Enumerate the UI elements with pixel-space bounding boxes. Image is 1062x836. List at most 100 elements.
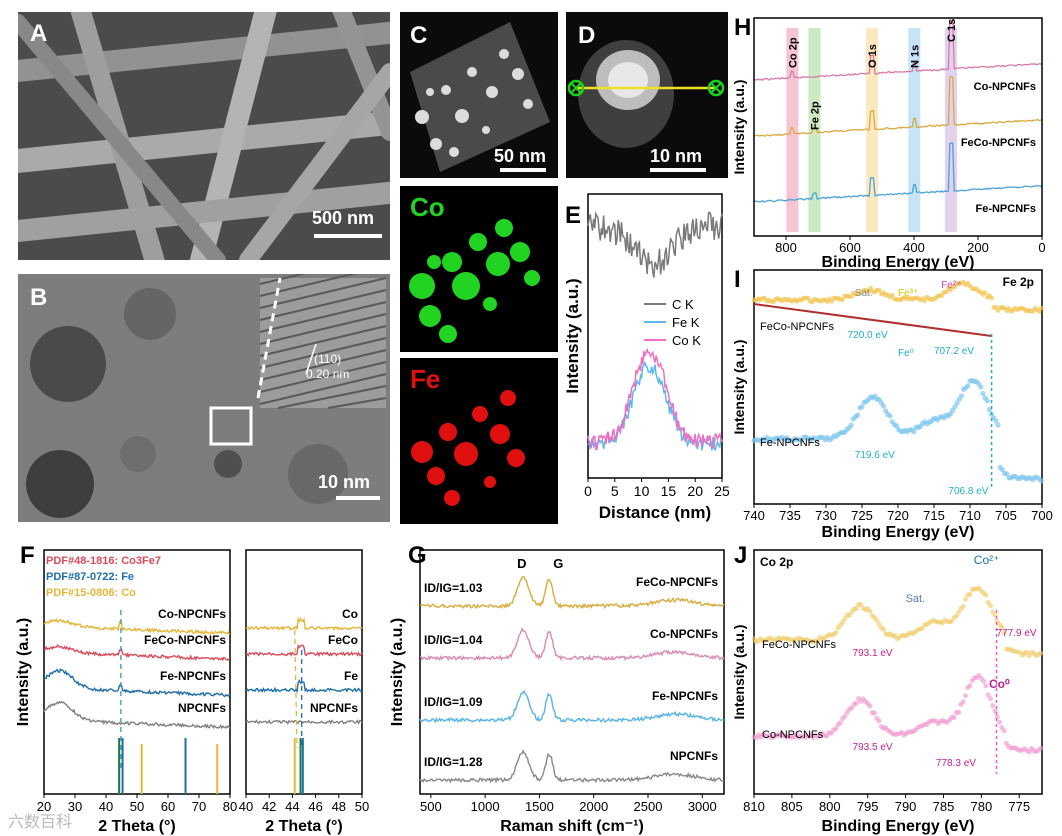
series-label: Fe-NPCNFs <box>760 437 820 449</box>
chart-h-xlabel: Binding Energy (eV) <box>822 254 975 271</box>
series-line-zoom <box>246 644 363 658</box>
chart-e-xtick-label: 5 <box>611 483 619 499</box>
chart-g-xtick-label: 1500 <box>525 799 554 814</box>
data-point <box>859 404 865 410</box>
chart-h-xtick-label: 800 <box>775 240 797 255</box>
panel-letter-e: E <box>565 202 582 229</box>
data-point <box>1001 630 1007 636</box>
chart-f-xlabel: 2 Theta (°) <box>98 818 176 835</box>
data-point <box>840 619 846 625</box>
lattice-plane-label: (110) <box>314 352 342 366</box>
band-label: N 1s <box>909 45 921 68</box>
annotation: 719.6 eV <box>855 450 895 461</box>
series-label: NPCNFs <box>178 701 226 715</box>
annotation: 707.2 eV <box>934 346 974 357</box>
data-point <box>889 292 895 298</box>
data-point <box>994 714 1000 720</box>
series-label: FeCo-NPCNFs <box>961 137 1036 149</box>
data-point <box>952 404 958 410</box>
chart-j: Co 2p FeCo-NPCNFs Co-NPCNFs Sat. Co²⁺ Co⁰ 777.… <box>730 540 1056 836</box>
data-point <box>956 609 962 615</box>
chart-g-frame <box>419 549 725 795</box>
chart-j-xtick-label: 775 <box>1008 799 1030 814</box>
xps-band <box>944 28 957 232</box>
data-point <box>867 703 873 709</box>
series-label: FeCo-NPCNFs <box>636 575 718 589</box>
legend-label: Co K <box>672 333 701 348</box>
data-point <box>956 709 962 715</box>
series-label: Fe-NPCNFs <box>975 203 1036 215</box>
chart-f-zoom-xtick-label: 40 <box>239 799 253 814</box>
series-label-zoom: NPCNFs <box>310 701 358 715</box>
hrtem-image-b: B (110) 0.20 nm 10 nm <box>18 274 390 522</box>
series-line <box>43 668 231 698</box>
legend-label: PDF#87-0722: Fe <box>46 571 134 583</box>
data-point <box>951 714 957 720</box>
data-point <box>980 390 986 397</box>
data-point <box>853 700 859 706</box>
watermark-text: 六数百科 <box>8 814 73 831</box>
chart-i-ylabel: Intensity (a.u.) <box>731 340 747 435</box>
data-point <box>993 418 999 424</box>
chart-i-xtick-label: 720 <box>887 508 909 523</box>
data-point <box>953 613 959 619</box>
chart-e-xtick-label: 0 <box>584 483 592 499</box>
series-line <box>43 617 231 635</box>
chart-g-xlabel: Raman shift (cm⁻¹) <box>500 818 644 835</box>
panel-letter-g: G <box>408 542 427 569</box>
data-point <box>965 383 971 389</box>
chart-h-xtick-label: 600 <box>839 240 861 255</box>
chart-g: FeCo-NPCNFs ID/IG=1.03 Co-NPCNFs ID/IG=1.04… <box>380 540 732 836</box>
panel-letter-i: I <box>734 266 741 293</box>
legend-label: PDF#15-0806: Co <box>46 587 136 599</box>
chart-e-ylabel: Intensity (a.u.) <box>563 278 582 393</box>
chart-e-xtick-label: 20 <box>687 483 703 499</box>
chart-f-zoom-xtick-label: 42 <box>262 799 276 814</box>
legend-label: PDF#48-1816: Co3Fe7 <box>46 555 161 567</box>
data-point <box>867 608 873 614</box>
chart-h: Co-NPCNFs FeCo-NPCNFs Fe-NPCNFs Co 2p Fe 2p O… <box>730 12 1056 271</box>
chart-f-xtick-label: 60 <box>161 799 175 814</box>
data-point <box>881 403 887 409</box>
chart-i-title: Fe 2p <box>1003 275 1034 289</box>
chart-e-xtick-label: 25 <box>714 483 730 499</box>
chart-i-svg: Fe 2p FeCo-NPCNFs Fe-NPCNFs Sat. Fe³⁺ Fe²⁺ Fe⁰… <box>731 269 1053 541</box>
series-co-k-line <box>587 347 723 451</box>
chart-f-xtick-label: 20 <box>37 799 51 814</box>
data-point <box>958 393 964 399</box>
data-point <box>983 683 989 689</box>
chart-j-xtick-label: 800 <box>819 799 841 814</box>
data-point <box>987 696 993 702</box>
xps-band <box>908 28 921 232</box>
data-point <box>999 625 1005 631</box>
background-line <box>753 303 992 337</box>
series-label: Co-NPCNFs <box>762 729 824 741</box>
series-line-zoom <box>245 719 363 726</box>
data-point <box>1036 309 1042 314</box>
data-point <box>1026 653 1032 659</box>
scale-bar-d <box>650 168 706 172</box>
data-point <box>1038 478 1044 484</box>
data-point <box>990 703 996 709</box>
data-point <box>1004 471 1010 477</box>
co-map-label: Co <box>410 192 445 222</box>
data-point <box>842 616 848 622</box>
chart-e-frame <box>587 193 723 479</box>
annotation: Co⁰ <box>989 677 1010 691</box>
chart-j-frame <box>753 549 1043 795</box>
data-point <box>997 719 1003 725</box>
scale-label-a: 500 nm <box>312 208 375 228</box>
chart-i-xtick-label: 705 <box>995 508 1017 523</box>
co-map-image: Co <box>400 186 558 352</box>
ratio-label: ID/IG=1.04 <box>424 633 483 647</box>
data-point <box>984 398 990 404</box>
band-label: Co 2p <box>787 37 799 68</box>
data-point <box>967 683 973 689</box>
scale-label-c: 50 nm <box>494 146 547 166</box>
particle-linescan <box>566 12 728 178</box>
fe-map-image: Fe <box>400 358 558 524</box>
annotation: Fe³⁺ <box>898 288 918 299</box>
data-point <box>874 617 880 623</box>
data-point <box>858 602 864 608</box>
data-point <box>848 294 854 299</box>
